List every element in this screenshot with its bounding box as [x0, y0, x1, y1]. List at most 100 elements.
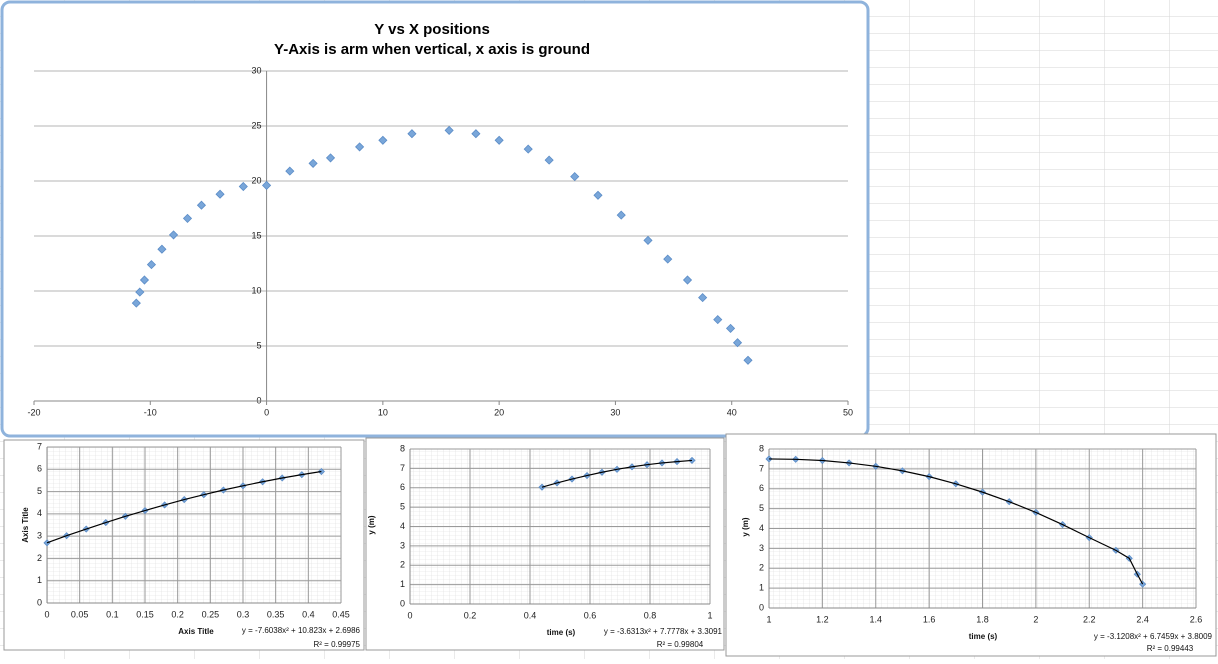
data-point: [698, 293, 708, 303]
main-chart-frame[interactable]: [0, 0, 870, 438]
data-point: [570, 172, 580, 182]
y-tick-label: 2: [37, 553, 42, 563]
y-tick-label: 0: [400, 598, 405, 608]
data-point: [688, 456, 696, 464]
trendline: [768, 458, 1144, 585]
y-tick-label: 7: [37, 441, 42, 451]
x-tick-label: 10: [378, 407, 388, 417]
y-tick-label: 5: [759, 503, 764, 513]
y-tick-label: 3: [400, 540, 405, 550]
y-tick-label: 30: [252, 65, 262, 75]
data-point: [663, 254, 673, 264]
data-point: [378, 135, 388, 145]
y-tick-label: 5: [400, 502, 405, 512]
y-tick-label: 3: [759, 543, 764, 553]
data-point: [238, 181, 248, 192]
x-tick-label: 0: [264, 407, 269, 417]
data-point: [725, 323, 736, 333]
data-point: [317, 467, 325, 476]
y-tick-label: 4: [37, 508, 42, 518]
data-point: [643, 235, 653, 245]
x-tick-label: 0.35: [267, 609, 285, 619]
data-point: [262, 180, 272, 190]
x-tick-label: 0.45: [332, 609, 350, 619]
data-point: [355, 142, 365, 152]
data-point: [285, 166, 295, 176]
x-tick-label: 1: [707, 610, 712, 620]
data-point: [308, 158, 318, 168]
x-tick-label: 0: [407, 610, 412, 620]
y-tick-label: 6: [37, 464, 42, 474]
x-tick-label: 2.6: [1190, 614, 1203, 624]
y-tick-label: 8: [759, 443, 764, 453]
x-tick-label: 0.4: [302, 609, 315, 619]
x-axis-title: Axis Title: [178, 627, 214, 636]
trendline-equation: y = -3.6313x² + 7.7778x + 3.3091: [604, 627, 723, 636]
data-point: [325, 153, 336, 163]
data-point: [135, 287, 145, 297]
y-tick-label: 1: [37, 575, 42, 585]
y-tick-label: 3: [37, 531, 42, 541]
data-point: [471, 129, 481, 139]
x-tick-label: 1.6: [923, 614, 936, 624]
x-tick-label: 2: [1033, 614, 1038, 624]
y-tick-label: 15: [252, 230, 262, 240]
trendline: [46, 470, 322, 544]
data-point: [1139, 580, 1147, 588]
y-axis-title: Axis Title: [21, 507, 30, 543]
chart-title: Y vs X positions: [374, 21, 490, 38]
data-point: [131, 298, 141, 308]
x-tick-label: 0.3: [237, 609, 250, 619]
x-tick-label: 0.1: [106, 609, 119, 619]
data-point: [157, 244, 167, 254]
y-tick-label: 1: [400, 579, 405, 589]
data-point: [544, 155, 554, 165]
trendline-equation: y = -7.6038x² + 10.823x + 2.6986: [242, 626, 361, 635]
data-point: [682, 275, 693, 285]
trendline-equation: y = -3.1208x² + 6.7459x + 3.8009: [1094, 632, 1213, 641]
y-tick-label: 1: [759, 583, 764, 593]
y-tick-label: 7: [400, 463, 405, 473]
y-axis-title: y (m): [741, 517, 750, 536]
x-tick-label: 0.25: [202, 609, 220, 619]
x-tick-label: 0.2: [464, 610, 477, 620]
data-point: [196, 200, 207, 210]
x-tick-label: 0.15: [136, 609, 154, 619]
y-tick-label: 5: [257, 340, 262, 350]
y-tick-label: 4: [759, 523, 764, 533]
data-point: [146, 260, 157, 270]
x-tick-label: 1.8: [976, 614, 989, 624]
x-tick-label: 40: [727, 407, 737, 417]
y-tick-label: 10: [252, 285, 262, 295]
data-point: [139, 275, 150, 285]
y-tick-label: 0: [37, 597, 42, 607]
data-point: [407, 129, 417, 139]
data-point: [616, 210, 626, 220]
x-tick-label: 1: [766, 614, 771, 624]
trendline: [541, 459, 693, 488]
x-axis-title: time (s): [547, 628, 576, 637]
data-point: [732, 338, 743, 348]
data-point: [494, 135, 504, 145]
trendline-r2: R² = 0.99443: [1147, 644, 1194, 653]
x-tick-label: 2.2: [1083, 614, 1096, 624]
y-tick-label: 0: [257, 395, 262, 405]
y-tick-label: 7: [759, 463, 764, 473]
x-tick-label: 0.05: [71, 609, 89, 619]
y-tick-label: 25: [252, 120, 262, 130]
y-axis-title: y (m): [367, 515, 376, 534]
y-tick-label: 2: [400, 560, 405, 570]
y-tick-label: 4: [400, 521, 405, 531]
chart-subtitle: Y-Axis is arm when vertical, x axis is g…: [274, 41, 590, 58]
y-tick-label: 20: [252, 175, 262, 185]
x-axis-title: time (s): [969, 632, 998, 641]
x-tick-label: 0.2: [171, 609, 184, 619]
y-tick-label: 0: [759, 602, 764, 612]
data-point: [215, 189, 225, 199]
data-point: [743, 355, 753, 365]
data-point: [713, 315, 723, 325]
x-tick-label: 30: [610, 407, 620, 417]
x-tick-label: 1.4: [869, 614, 882, 624]
